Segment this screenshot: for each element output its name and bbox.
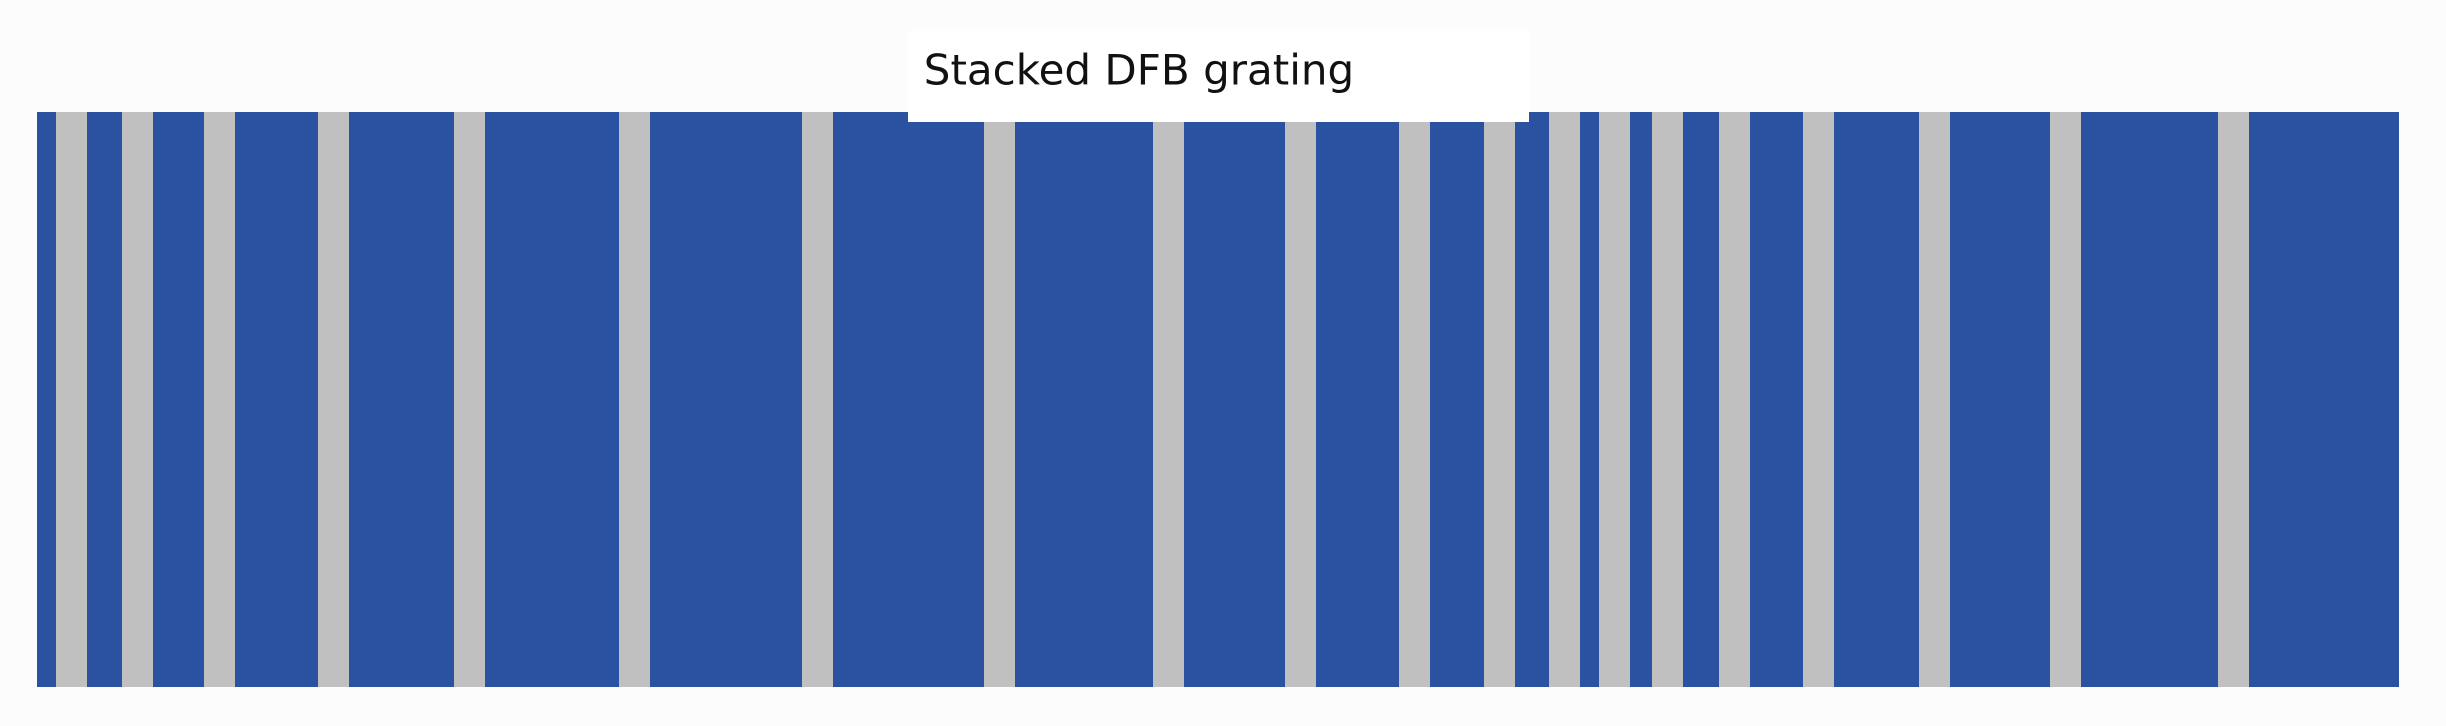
stripe — [1919, 112, 1950, 687]
stripe — [122, 112, 153, 687]
stripe — [1285, 112, 1316, 687]
stripe — [454, 112, 485, 687]
grating-stripes — [56, 112, 2249, 687]
stripe — [1484, 112, 1515, 687]
substrate — [37, 112, 2399, 687]
stripe — [2050, 112, 2081, 687]
title: Stacked DFB grating — [924, 46, 1354, 95]
stripe — [56, 112, 87, 687]
stripe — [1399, 112, 1430, 687]
title-box — [908, 31, 1529, 122]
stripe — [1549, 112, 1580, 687]
stripe — [318, 112, 349, 687]
stripe — [802, 112, 833, 687]
stripe — [1599, 112, 1630, 687]
stripe — [2218, 112, 2249, 687]
stripe — [204, 112, 235, 687]
stripe — [1719, 112, 1750, 687]
stripe — [1803, 112, 1834, 687]
stripe — [1153, 112, 1184, 687]
stripe — [1652, 112, 1683, 687]
stripe — [619, 112, 650, 687]
stripe — [984, 112, 1015, 687]
